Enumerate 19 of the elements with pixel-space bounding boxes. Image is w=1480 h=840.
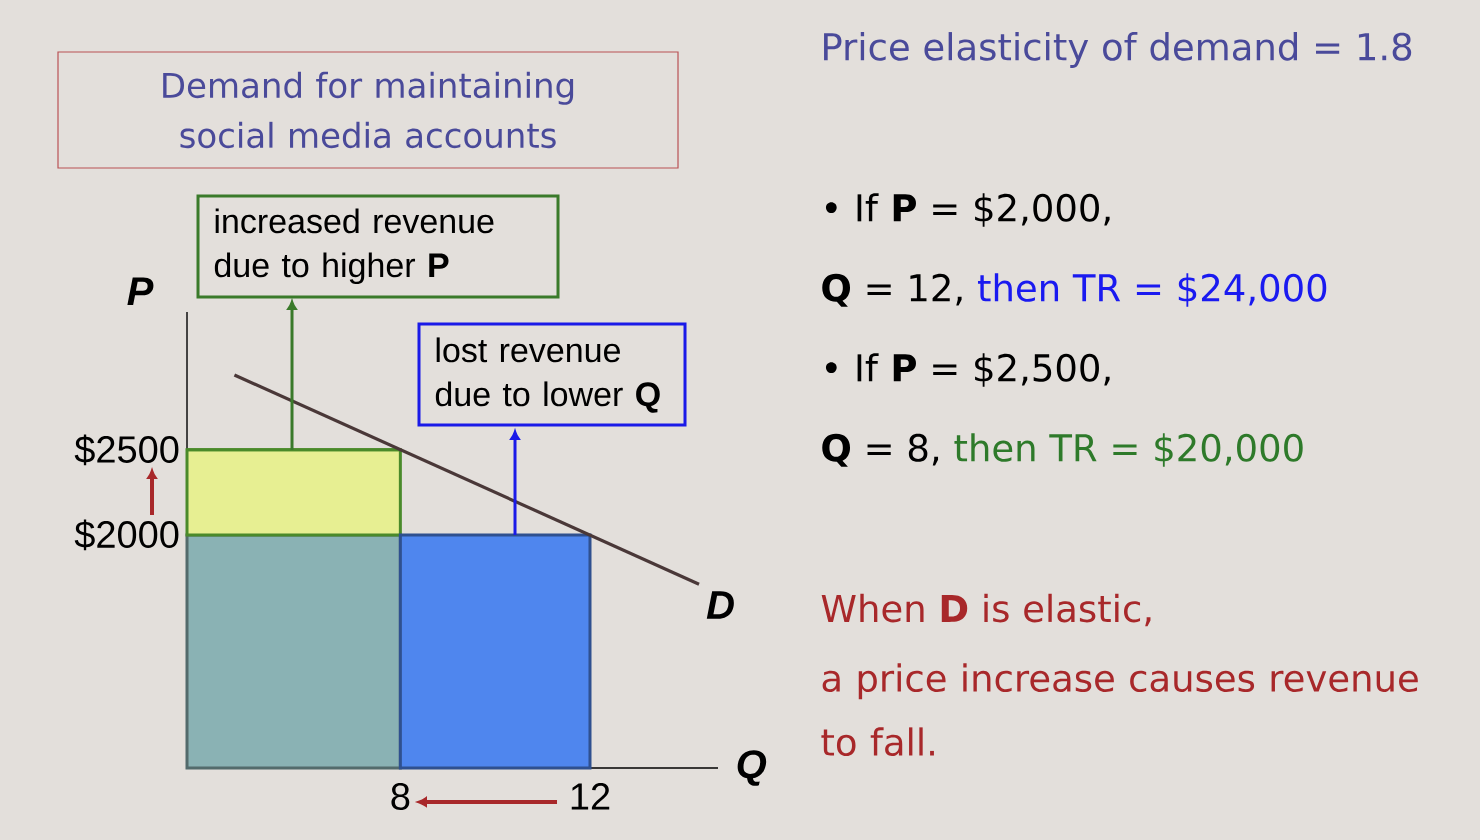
text: then TR = $24,000 bbox=[977, 273, 1327, 307]
text: then TR = $20,000 bbox=[954, 433, 1303, 467]
text: increased revenue due to higher P bbox=[214, 208, 494, 285]
text: Q = 12, bbox=[822, 273, 962, 307]
text: a price increase causes revenue to fall. bbox=[821, 663, 1418, 757]
y-tick-label: $2000 bbox=[74, 519, 179, 551]
text: • If P = $2,000, bbox=[825, 193, 1110, 227]
x-tick-label: 8 bbox=[391, 783, 410, 810]
annotation: lost revenue due to lower Q bbox=[435, 337, 660, 413]
x-axis-title: Q bbox=[737, 750, 767, 786]
y-axis-title: P bbox=[127, 277, 154, 305]
text: • If P = $2,500, bbox=[825, 353, 1110, 387]
text: Q = 8, bbox=[822, 433, 939, 467]
x-tick-label: 12 bbox=[571, 783, 610, 810]
text: When D is elastic, bbox=[821, 593, 1151, 627]
chart-title: Demand for maintaining social media accounts bbox=[163, 71, 574, 149]
series-label: D bbox=[706, 591, 734, 619]
y-tick-label: $2500 bbox=[74, 434, 179, 466]
text: Price elasticity of demand = 1.8 bbox=[824, 32, 1412, 68]
